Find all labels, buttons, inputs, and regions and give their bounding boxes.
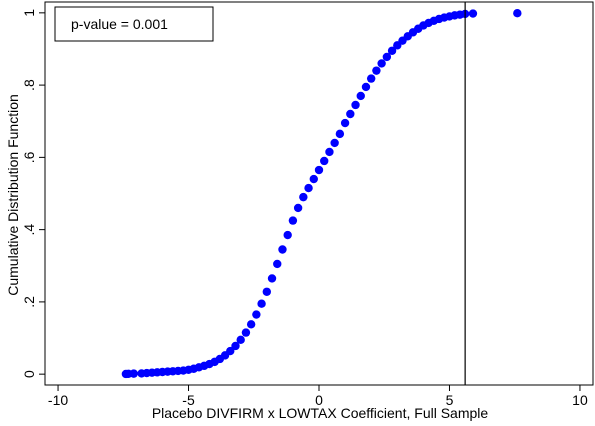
data-point (340, 118, 350, 128)
data-point (309, 174, 318, 184)
data-point (356, 91, 365, 101)
y-tick-label: .4 (21, 224, 37, 236)
y-axis-ticks: 0 .2 .4 .6 .8 1 (21, 9, 45, 378)
data-point (361, 82, 371, 92)
annotation-text: p-value = 0.001 (71, 16, 168, 32)
data-point (226, 346, 235, 356)
data-point (283, 230, 292, 240)
data-point (304, 183, 313, 193)
data-point (468, 9, 478, 18)
data-point (320, 156, 329, 166)
y-axis-label: Cumulative Distribution Function (5, 94, 21, 296)
x-axis-ticks: -10 -5 0 5 10 (48, 385, 588, 408)
y-tick-label: 1 (21, 9, 37, 17)
x-tick-label: 0 (315, 392, 323, 408)
data-point (241, 328, 251, 337)
data-point (513, 9, 522, 18)
plot-frame (44, 1, 594, 386)
data-point (314, 165, 324, 175)
data-point (231, 341, 240, 351)
data-point (377, 59, 386, 68)
data-point (299, 192, 308, 202)
x-axis-label: Placebo DIVFIRM x LOWTAX Coefficient, Fu… (152, 405, 489, 421)
y-tick-label: 0 (21, 370, 37, 378)
data-point (267, 274, 277, 283)
y-tick-label: .8 (21, 79, 37, 91)
data-point (382, 52, 392, 62)
data-point (387, 46, 397, 55)
y-tick-label: .6 (21, 151, 37, 163)
data-point (129, 369, 138, 378)
data-point (252, 310, 261, 319)
x-tick-label: 5 (446, 392, 454, 408)
x-tick-label: -10 (48, 392, 68, 408)
data-point (351, 100, 360, 110)
data-points (121, 9, 522, 379)
data-point (262, 287, 272, 296)
data-point (366, 74, 376, 83)
data-point (346, 109, 355, 119)
annotation-box (54, 6, 214, 42)
data-point (288, 216, 298, 225)
data-point (293, 203, 303, 213)
data-point (325, 147, 334, 157)
data-point (246, 320, 256, 329)
x-tick-label: 10 (572, 392, 588, 408)
y-tick-label: .2 (21, 296, 37, 308)
data-point (236, 335, 245, 345)
data-point (330, 138, 339, 148)
x-tick-label: -5 (182, 392, 195, 408)
data-point (257, 299, 266, 308)
data-point (273, 259, 282, 269)
data-point (372, 66, 381, 75)
data-point (335, 129, 345, 139)
data-point (278, 245, 287, 254)
